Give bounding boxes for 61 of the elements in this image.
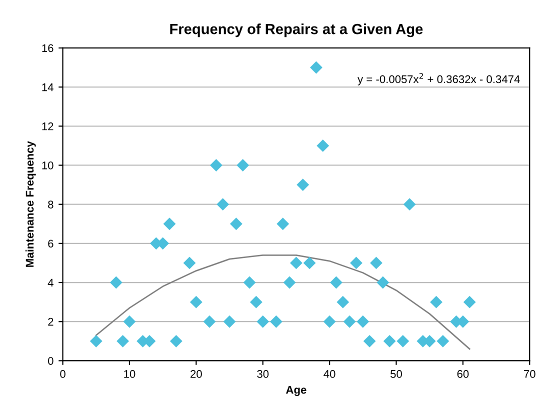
point bbox=[203, 315, 216, 328]
point bbox=[223, 315, 236, 328]
point bbox=[270, 315, 282, 328]
point bbox=[336, 296, 350, 308]
x-tick-label: 10 bbox=[124, 370, 136, 378]
point bbox=[363, 334, 376, 348]
point bbox=[310, 61, 322, 74]
point bbox=[123, 315, 136, 328]
point bbox=[370, 256, 382, 270]
point bbox=[256, 315, 270, 328]
x-tick-label: 20 bbox=[190, 370, 202, 378]
point bbox=[403, 198, 416, 211]
point bbox=[330, 276, 342, 289]
point bbox=[243, 276, 256, 289]
point bbox=[116, 334, 130, 348]
y-tick-label: 6 bbox=[48, 240, 54, 248]
point bbox=[383, 334, 396, 348]
point bbox=[343, 315, 356, 328]
point bbox=[276, 218, 290, 230]
point bbox=[236, 159, 250, 172]
y-tick-label: 12 bbox=[42, 122, 54, 130]
point bbox=[303, 256, 316, 270]
point bbox=[170, 334, 182, 348]
point bbox=[250, 296, 262, 308]
y-tick-label: 2 bbox=[48, 318, 54, 326]
x-tick-label: 50 bbox=[390, 370, 402, 378]
point bbox=[190, 296, 202, 308]
point bbox=[396, 334, 410, 348]
point bbox=[283, 276, 296, 289]
point bbox=[216, 198, 230, 211]
point bbox=[296, 178, 310, 191]
y-tick-label: 8 bbox=[48, 200, 54, 208]
y-tick-label: 10 bbox=[42, 162, 54, 170]
y-tick-label: 14 bbox=[42, 83, 54, 92]
x-tick-label: 30 bbox=[257, 370, 269, 378]
point bbox=[290, 256, 302, 270]
point bbox=[230, 218, 242, 230]
point bbox=[210, 159, 222, 172]
point bbox=[356, 315, 370, 328]
annotation: y = -0.0057x$^{2}$ + 0.3632x - 0.3474 bbox=[358, 73, 520, 86]
y-tick-label: 0 bbox=[48, 356, 54, 365]
point bbox=[90, 334, 102, 348]
point bbox=[323, 315, 336, 328]
x-tick-label: 0 bbox=[60, 370, 66, 378]
point bbox=[316, 139, 330, 152]
point bbox=[430, 296, 442, 308]
point bbox=[110, 276, 122, 289]
x-tick-label: 70 bbox=[524, 370, 536, 378]
point bbox=[350, 256, 362, 270]
x-tick-label: 60 bbox=[457, 370, 469, 378]
y-axis-title: Maintenance Frequency bbox=[25, 141, 36, 267]
x-tick-label: 40 bbox=[324, 370, 336, 378]
point bbox=[436, 334, 450, 348]
point bbox=[376, 276, 390, 289]
y-tick-label: 4 bbox=[48, 278, 54, 287]
point bbox=[183, 256, 196, 270]
chart-title: Frequency of Repairs at a Given Age bbox=[170, 24, 423, 38]
y-tick-label: 16 bbox=[42, 44, 54, 52]
x-axis-title: Age bbox=[286, 386, 306, 396]
point bbox=[163, 218, 176, 230]
point bbox=[463, 296, 476, 308]
